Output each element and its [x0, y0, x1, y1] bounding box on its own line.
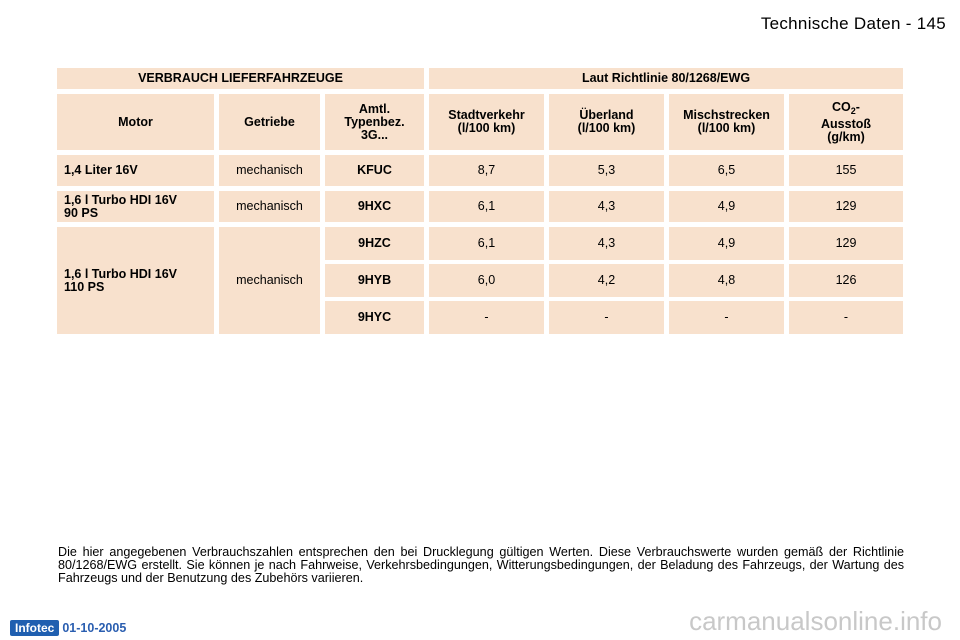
row1-typ: KFUC: [325, 155, 424, 186]
col-header-misch: Mischstrecken (l/100 km): [669, 94, 784, 150]
col-header-typ: Amtl. Typenbez. 3G...: [325, 94, 424, 150]
row2-motor: 1,6 l Turbo HDI 16V 90 PS: [57, 191, 214, 222]
col-header-typ-line1: Amtl.: [358, 101, 391, 116]
table-title-left: VERBRAUCH LIEFERFAHRZEUGE: [57, 68, 424, 89]
col-header-ueberland-line2: (l/100 km): [577, 121, 636, 135]
row2-getriebe: mechanisch: [219, 191, 320, 222]
row3-ueberland: 4,3: [549, 227, 664, 260]
co2-prefix: CO: [832, 99, 851, 114]
col-header-ueberland-line1: Überland: [579, 108, 634, 122]
group-motor: 1,6 l Turbo HDI 16V 110 PS: [57, 227, 214, 334]
watermark: carmanualsonline.info: [689, 606, 942, 636]
row2-typ: 9HXC: [325, 191, 424, 222]
row2-stadt: 6,1: [429, 191, 544, 222]
page-header: Technische Daten -145: [761, 14, 946, 34]
row1-misch: 6,5: [669, 155, 784, 186]
col-header-getriebe: Getriebe: [219, 94, 320, 150]
row2-motor-line2: 90 PS: [64, 205, 99, 220]
group-getriebe: mechanisch: [219, 227, 320, 334]
row3-co2: 129: [789, 227, 903, 260]
co2-line2: Ausstoß: [821, 116, 871, 131]
group-motor-line2: 110 PS: [64, 279, 105, 294]
footnote-text: Die hier angegebenen Verbrauchszahlen en…: [58, 545, 904, 585]
row1-motor: 1,4 Liter 16V: [57, 155, 214, 186]
row5-co2: -: [789, 301, 903, 334]
col-header-stadt-line2: (l/100 km): [457, 121, 516, 135]
infotec-logo: Infotec: [10, 620, 60, 636]
page-number: 145: [916, 14, 946, 33]
row4-ueberland: 4,2: [549, 264, 664, 297]
row3-stadt: 6,1: [429, 227, 544, 260]
row5-misch: -: [669, 301, 784, 334]
row1-ueberland: 5,3: [549, 155, 664, 186]
col-header-typ-line3: 3G...: [360, 127, 389, 142]
col-header-misch-line2: (l/100 km): [697, 121, 756, 135]
co2-subscript: 2: [850, 105, 856, 116]
col-header-motor: Motor: [57, 94, 214, 150]
consumption-table: VERBRAUCH LIEFERFAHRZEUGE Laut Richtlini…: [57, 68, 903, 334]
col-header-stadt-line1: Stadtverkehr: [448, 108, 525, 122]
row1-stadt: 8,7: [429, 155, 544, 186]
row5-stadt: -: [429, 301, 544, 334]
co2-suffix: -: [855, 99, 860, 114]
row3-typ: 9HZC: [325, 227, 424, 260]
row3-misch: 4,9: [669, 227, 784, 260]
row2-ueberland: 4,3: [549, 191, 664, 222]
col-header-stadt: Stadtverkehr (l/100 km): [429, 94, 544, 150]
row2-co2: 129: [789, 191, 903, 222]
row4-typ: 9HYB: [325, 264, 424, 297]
co2-line3: (g/km): [827, 129, 865, 144]
col-header-ueberland: Überland (l/100 km): [549, 94, 664, 150]
page-footer: Infotec 01-10-2005: [10, 620, 126, 636]
group-motor-line1: 1,6 l Turbo HDI 16V: [64, 266, 177, 281]
col-header-typ-line2: Typenbez.: [344, 114, 405, 129]
col-header-misch-line1: Mischstrecken: [683, 108, 770, 122]
row1-co2: 155: [789, 155, 903, 186]
row4-co2: 126: [789, 264, 903, 297]
row5-ueberland: -: [549, 301, 664, 334]
row5-typ: 9HYC: [325, 301, 424, 334]
header-separator: -: [905, 14, 912, 33]
row2-motor-line1: 1,6 l Turbo HDI 16V: [64, 192, 177, 207]
col-header-co2: CO2- Ausstoß (g/km): [789, 94, 903, 150]
row2-misch: 4,9: [669, 191, 784, 222]
row1-getriebe: mechanisch: [219, 155, 320, 186]
table-title-right: Laut Richtlinie 80/1268/EWG: [429, 68, 903, 89]
row4-misch: 4,8: [669, 264, 784, 297]
section-title: Technische Daten: [760, 14, 901, 33]
row4-stadt: 6,0: [429, 264, 544, 297]
print-date: 01-10-2005: [62, 621, 127, 635]
